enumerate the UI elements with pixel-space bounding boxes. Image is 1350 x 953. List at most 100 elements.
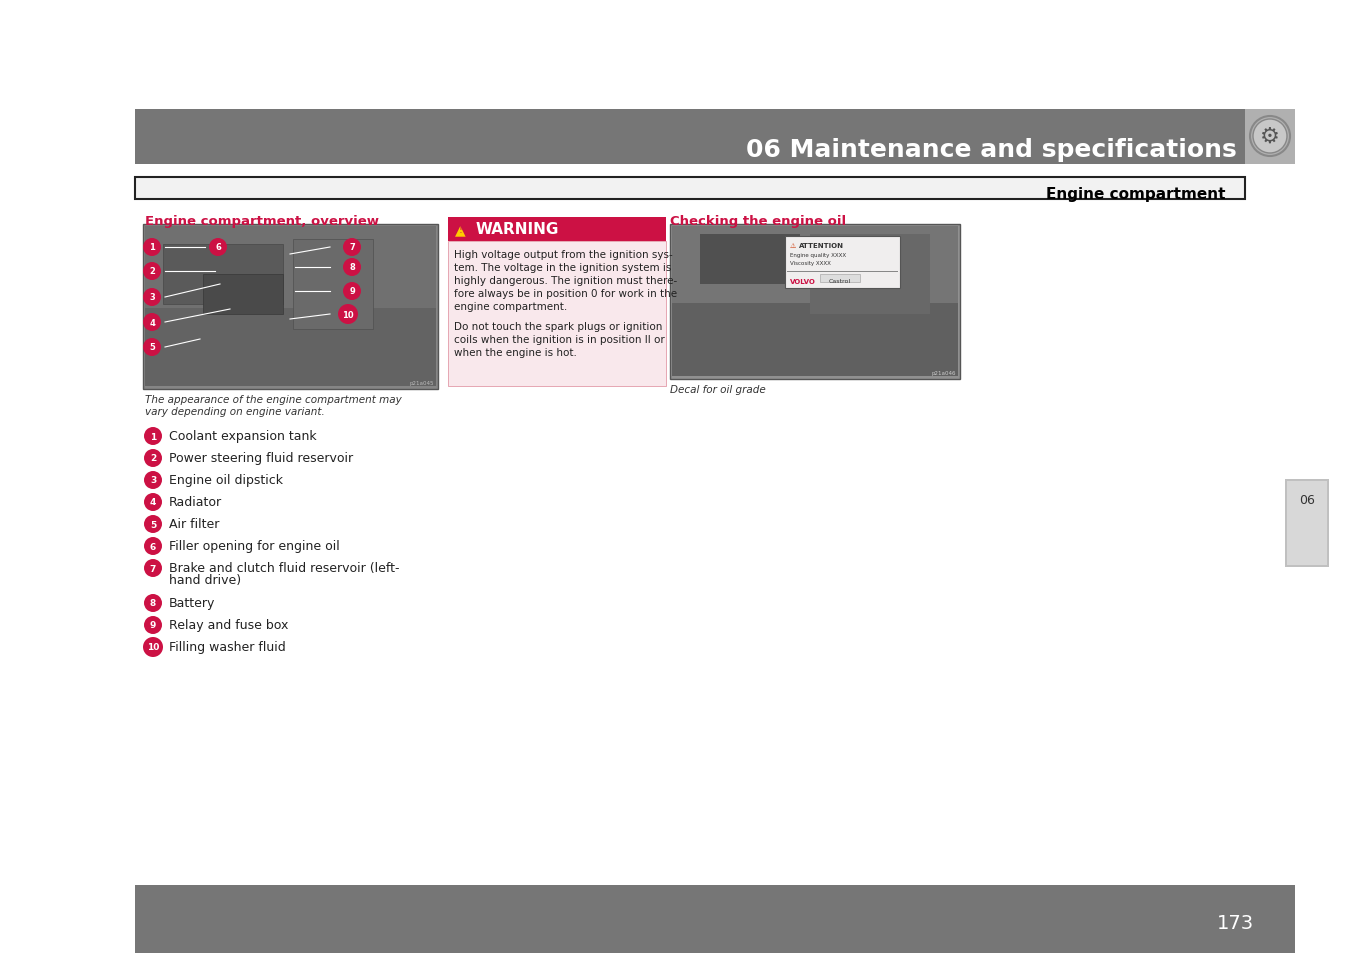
Text: 3: 3 — [148, 294, 155, 302]
Text: p21a046: p21a046 — [931, 371, 956, 375]
Text: Decal for oil grade: Decal for oil grade — [670, 385, 765, 395]
Text: 2: 2 — [150, 454, 157, 463]
Bar — [787, 272, 898, 273]
Text: ⚠: ⚠ — [790, 243, 796, 249]
Text: WARNING: WARNING — [477, 222, 559, 237]
Bar — [672, 304, 958, 376]
Circle shape — [144, 617, 162, 635]
Text: 4: 4 — [150, 498, 157, 507]
Text: tem. The voltage in the ignition system is: tem. The voltage in the ignition system … — [454, 263, 671, 273]
Text: Radiator: Radiator — [169, 496, 223, 509]
Circle shape — [143, 314, 161, 332]
Circle shape — [143, 239, 161, 256]
Text: Filling washer fluid: Filling washer fluid — [169, 640, 286, 654]
Text: Engine compartment, overview: Engine compartment, overview — [144, 214, 379, 228]
Bar — [1245, 110, 1295, 165]
Text: 10: 10 — [147, 643, 159, 652]
Text: hand drive): hand drive) — [169, 574, 242, 586]
Text: engine compartment.: engine compartment. — [454, 302, 567, 312]
Bar — [135, 178, 1245, 200]
Bar — [144, 227, 436, 309]
Text: 9: 9 — [350, 287, 355, 296]
Bar — [701, 234, 801, 285]
Text: 5: 5 — [148, 343, 155, 352]
Text: 06: 06 — [1299, 494, 1315, 506]
Circle shape — [1253, 120, 1287, 153]
Circle shape — [144, 516, 162, 534]
Text: Power steering fluid reservoir: Power steering fluid reservoir — [169, 452, 354, 464]
Text: 06 Maintenance and specifications: 06 Maintenance and specifications — [747, 138, 1237, 162]
Text: Engine quality XXXX: Engine quality XXXX — [790, 253, 846, 257]
Text: 4: 4 — [148, 318, 155, 327]
Bar — [448, 242, 666, 387]
Text: 6: 6 — [150, 542, 157, 551]
Circle shape — [143, 289, 161, 307]
Circle shape — [338, 305, 358, 325]
Text: 8: 8 — [350, 263, 355, 273]
Bar — [1285, 479, 1328, 567]
Text: 3: 3 — [150, 476, 157, 485]
Text: 7: 7 — [150, 564, 157, 573]
Text: coils when the ignition is in position II or: coils when the ignition is in position I… — [454, 335, 664, 345]
Text: when the engine is hot.: when the engine is hot. — [454, 348, 576, 357]
Bar — [448, 218, 666, 242]
Bar — [1287, 481, 1327, 565]
Text: p21a045: p21a045 — [409, 380, 433, 386]
Text: 10: 10 — [342, 310, 354, 319]
Circle shape — [144, 537, 162, 556]
Circle shape — [144, 428, 162, 446]
Text: Engine compartment: Engine compartment — [1045, 186, 1224, 201]
Text: 9: 9 — [150, 620, 157, 630]
Text: Air filter: Air filter — [169, 517, 220, 531]
Bar — [144, 309, 436, 387]
Text: highly dangerous. The ignition must there-: highly dangerous. The ignition must ther… — [454, 275, 678, 286]
Text: Brake and clutch fluid reservoir (left-: Brake and clutch fluid reservoir (left- — [169, 561, 400, 575]
Circle shape — [144, 595, 162, 613]
Text: 2: 2 — [148, 267, 155, 276]
Circle shape — [143, 338, 161, 356]
Text: The appearance of the engine compartment may
vary depending on engine variant.: The appearance of the engine compartment… — [144, 395, 402, 416]
Text: 5: 5 — [150, 520, 157, 529]
Text: 1: 1 — [150, 432, 157, 441]
Circle shape — [144, 472, 162, 490]
Text: Coolant expansion tank: Coolant expansion tank — [169, 430, 317, 442]
Bar — [670, 225, 960, 379]
Text: ATTENTION: ATTENTION — [799, 243, 844, 249]
Text: Castrol: Castrol — [829, 278, 850, 284]
Text: !: ! — [458, 225, 462, 234]
Text: High voltage output from the ignition sys-: High voltage output from the ignition sy… — [454, 250, 672, 260]
Bar — [135, 885, 1295, 953]
Circle shape — [144, 494, 162, 512]
Bar — [784, 236, 900, 289]
Text: fore always be in position 0 for work in the: fore always be in position 0 for work in… — [454, 289, 678, 298]
Text: 8: 8 — [150, 598, 157, 608]
Text: Checking the engine oil: Checking the engine oil — [670, 214, 846, 228]
Bar — [819, 274, 860, 283]
Bar — [810, 234, 930, 314]
Text: Relay and fuse box: Relay and fuse box — [169, 618, 289, 631]
Circle shape — [343, 283, 360, 301]
Circle shape — [209, 239, 227, 256]
Text: Viscosity XXXX: Viscosity XXXX — [790, 261, 830, 266]
Text: Filler opening for engine oil: Filler opening for engine oil — [169, 539, 340, 553]
Bar — [293, 240, 373, 330]
Text: 173: 173 — [1216, 914, 1254, 933]
Bar — [143, 225, 437, 390]
Text: 6: 6 — [215, 243, 221, 253]
Text: Do not touch the spark plugs or ignition: Do not touch the spark plugs or ignition — [454, 322, 663, 332]
Circle shape — [343, 258, 360, 276]
Text: 1: 1 — [148, 243, 155, 253]
Bar — [202, 274, 284, 314]
Circle shape — [1250, 117, 1291, 157]
Circle shape — [144, 450, 162, 468]
Text: ▲: ▲ — [455, 223, 466, 236]
Text: Battery: Battery — [169, 597, 216, 609]
Text: VOLVO: VOLVO — [790, 278, 815, 285]
Bar — [163, 245, 284, 305]
Circle shape — [143, 638, 163, 658]
Text: ⚙: ⚙ — [1260, 127, 1280, 147]
Circle shape — [343, 239, 360, 256]
Circle shape — [143, 263, 161, 281]
Text: Engine oil dipstick: Engine oil dipstick — [169, 474, 284, 486]
Text: 7: 7 — [350, 243, 355, 253]
